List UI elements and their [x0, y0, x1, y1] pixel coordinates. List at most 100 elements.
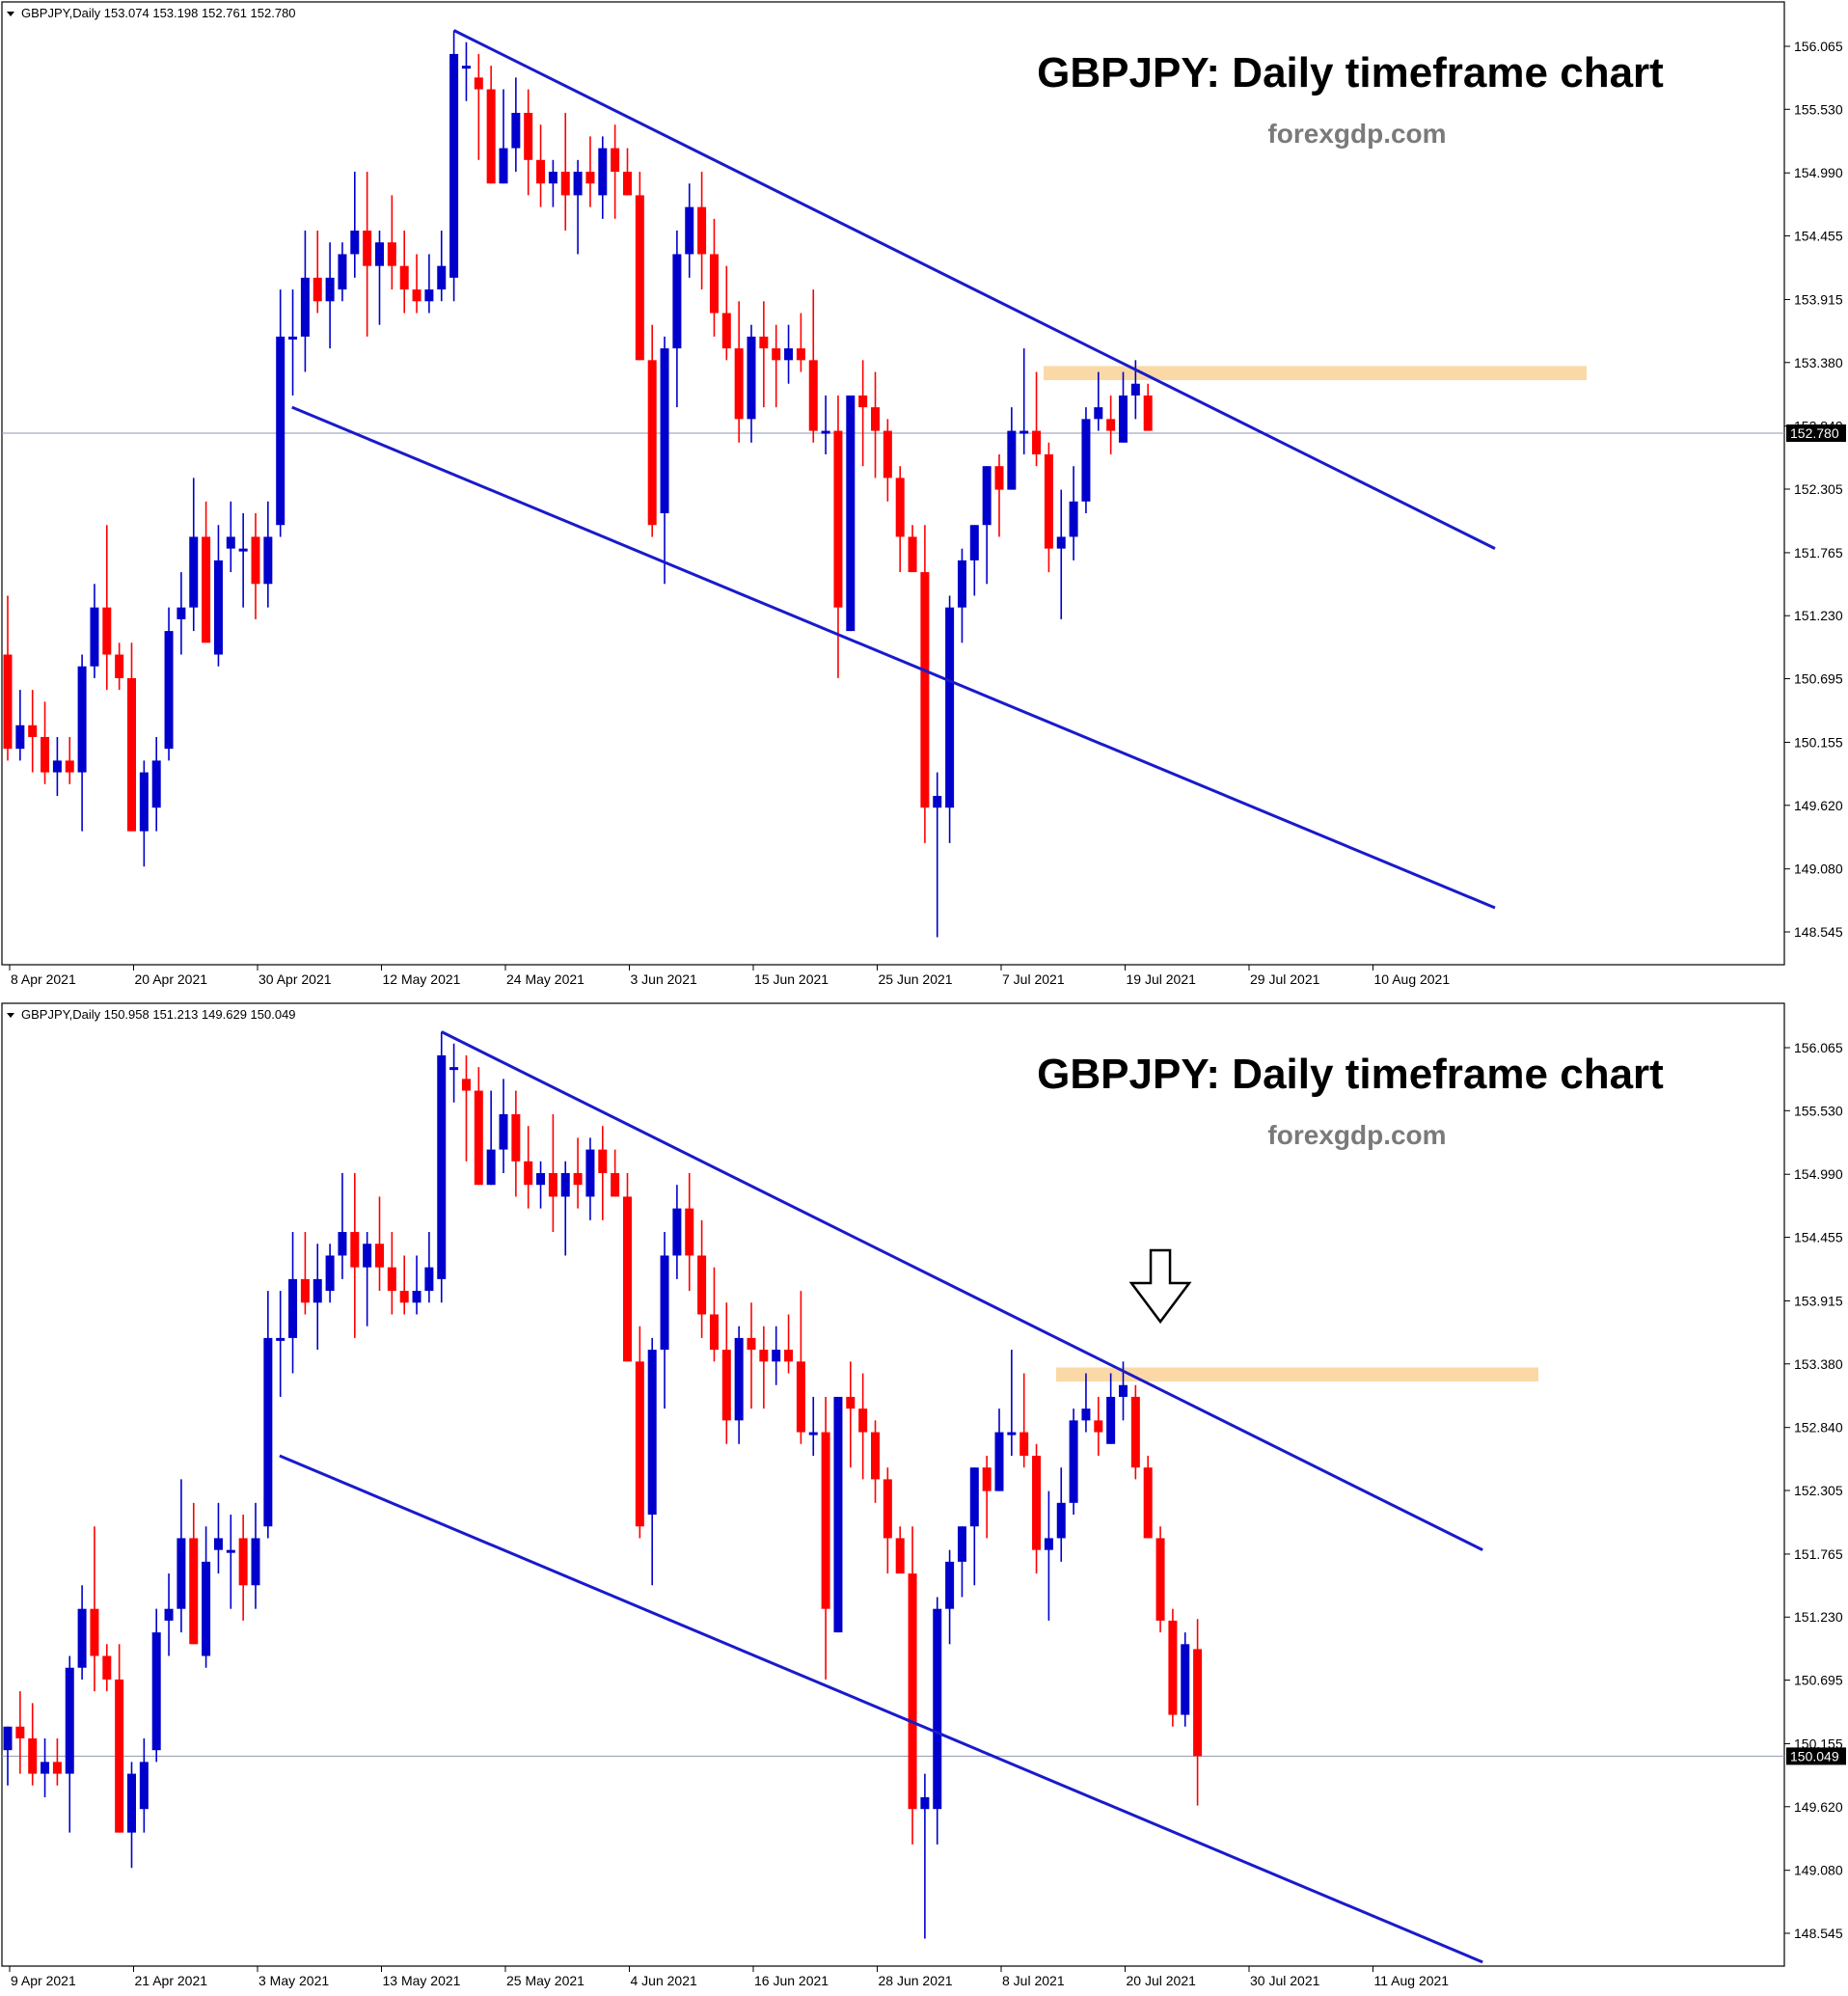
candle-body — [660, 348, 669, 514]
symbol-info: GBPJPY,Daily 153.074 153.198 152.761 152… — [21, 6, 296, 20]
date-tick-label: 30 Jul 2021 — [1250, 1973, 1320, 1988]
candle-body — [375, 1244, 384, 1268]
plot-frame — [1, 1002, 1785, 1967]
candle-body — [1056, 536, 1066, 549]
candle-body — [313, 277, 322, 302]
candle-body — [1056, 1502, 1066, 1539]
candle-body — [933, 796, 942, 808]
candle-body — [969, 1467, 979, 1527]
candle-body — [685, 206, 694, 255]
candle-body — [908, 1573, 917, 1810]
candle-body — [177, 1538, 186, 1609]
candle-body — [151, 1632, 161, 1751]
price-tick-label: 150.155 — [1794, 734, 1843, 750]
date-tick-label: 3 May 2021 — [258, 1973, 329, 1988]
candle-body — [338, 1232, 347, 1256]
candle-body — [52, 1762, 62, 1774]
dropdown-triangle-icon — [7, 12, 14, 16]
candle-body — [3, 654, 13, 750]
candle-body — [883, 1479, 892, 1539]
candle-body — [994, 466, 1004, 490]
price-tick-label: 153.915 — [1794, 291, 1843, 307]
candle-body — [734, 1337, 744, 1421]
price-tick-label: 154.990 — [1794, 1166, 1843, 1182]
date-tick-label: 15 Jun 2021 — [754, 971, 829, 987]
candle-body — [772, 348, 781, 361]
candle-body — [412, 289, 421, 302]
candle-body — [263, 536, 273, 585]
candle-body — [524, 1161, 533, 1186]
candle-body — [647, 360, 657, 526]
candle-body — [611, 1173, 620, 1197]
dropdown-triangle-icon — [7, 1013, 14, 1018]
candle-body — [486, 1149, 496, 1186]
candle-body — [1143, 395, 1153, 431]
price-tick-label: 148.545 — [1794, 1926, 1843, 1941]
candle-body — [796, 1361, 805, 1433]
candle-body — [399, 265, 409, 290]
candle-body — [1007, 1432, 1017, 1435]
candle-body — [1119, 395, 1128, 443]
candle-body — [1130, 383, 1140, 396]
down-arrow-icon — [1128, 1248, 1192, 1325]
candle-body — [858, 395, 868, 408]
candle-body — [871, 407, 880, 431]
candle-body — [1069, 501, 1078, 537]
candle-body — [1193, 1649, 1203, 1757]
candle-body — [474, 1090, 483, 1186]
candle-body — [611, 148, 620, 173]
candle-body — [858, 1408, 868, 1433]
candle-body — [772, 1350, 781, 1362]
candle-body — [833, 1396, 843, 1633]
candle-body — [982, 466, 992, 526]
candle-body — [623, 172, 632, 196]
candle-body — [784, 1350, 794, 1362]
candle-body — [251, 1538, 260, 1586]
candle-body — [251, 536, 260, 585]
candle-body — [52, 760, 62, 773]
candle-body — [238, 548, 248, 552]
candle-body — [449, 53, 459, 278]
date-tick-label: 8 Jul 2021 — [1002, 1973, 1065, 1988]
candle-body — [3, 1726, 13, 1751]
candle-body — [709, 1314, 719, 1351]
candle-body — [945, 607, 955, 808]
candle-body — [1094, 1420, 1103, 1433]
date-tick-label: 13 May 2021 — [383, 1973, 461, 1988]
candle-body — [747, 1337, 756, 1351]
candle-body — [920, 572, 930, 808]
current-price-box — [1786, 1747, 1846, 1765]
candle-body — [151, 760, 161, 808]
candle-body — [437, 1054, 447, 1279]
candle-body — [226, 536, 235, 549]
price-tick-label: 149.080 — [1794, 1863, 1843, 1878]
candle-body — [238, 1538, 248, 1586]
candle-body — [77, 666, 87, 773]
date-tick-label: 29 Jul 2021 — [1250, 971, 1320, 987]
candle-body — [747, 336, 756, 420]
candle-body — [1032, 1455, 1042, 1550]
date-tick-label: 9 Apr 2021 — [11, 1973, 76, 1988]
candle-body — [15, 1726, 25, 1738]
candle-body — [115, 654, 124, 678]
symbol-info: GBPJPY,Daily 150.958 151.213 149.629 150… — [21, 1007, 296, 1022]
candle-body — [202, 1561, 211, 1656]
candle-body — [660, 1255, 669, 1351]
candle-body — [65, 1667, 74, 1774]
price-tick-label: 152.840 — [1794, 1420, 1843, 1435]
candle-body — [139, 772, 149, 832]
candle-body — [548, 1173, 557, 1197]
chart-title: GBPJPY: Daily timeframe chart — [1037, 1051, 1664, 1098]
candle-body — [127, 677, 136, 832]
candle-body — [1143, 1467, 1153, 1539]
candle-body — [499, 1113, 508, 1150]
candle-body — [276, 1337, 285, 1341]
candle-body — [1094, 407, 1103, 420]
price-tick-label: 153.380 — [1794, 1356, 1843, 1372]
price-tick-label: 156.065 — [1794, 1040, 1843, 1055]
chart-title: GBPJPY: Daily timeframe chart — [1037, 49, 1664, 96]
lower-trendline — [279, 1454, 1483, 1964]
candle-body — [759, 336, 769, 349]
candle-body — [721, 1350, 731, 1421]
candle-body — [759, 1350, 769, 1362]
